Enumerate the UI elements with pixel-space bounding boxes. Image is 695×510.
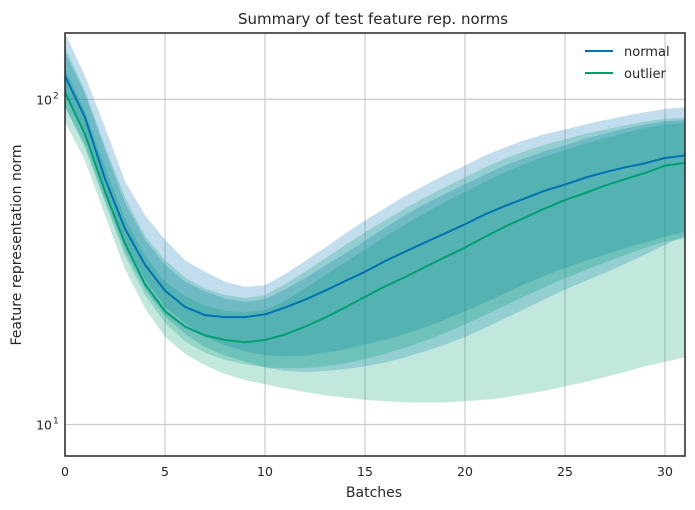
legend-label: normal	[624, 45, 670, 60]
x-tick-label: 25	[557, 464, 573, 479]
plot-frame	[64, 32, 686, 457]
legend: normal outlier	[585, 45, 670, 82]
x-tick-label: 10	[257, 464, 273, 479]
y-tick-exponent: 2	[53, 91, 59, 101]
x-axis-label: Batches	[346, 485, 402, 501]
x-ticks: 0 5 10 15 20 25 30	[61, 464, 673, 479]
y-tick-label: 10	[36, 417, 52, 432]
x-tick-label: 15	[357, 464, 373, 479]
series-bands	[65, 33, 685, 403]
line-series-1	[64, 92, 686, 344]
y-tick-exponent: 1	[53, 416, 59, 426]
series-lines	[64, 75, 686, 344]
line-series-0	[64, 75, 686, 319]
chart-title: Summary of test feature rep. norms	[238, 10, 508, 28]
y-axis-label: Feature representation norm	[9, 144, 25, 345]
band-inner-series-1	[65, 67, 685, 369]
x-tick-label: 5	[161, 464, 169, 479]
x-tick-label: 30	[657, 464, 673, 479]
x-tick-label: 20	[457, 464, 473, 479]
grid	[64, 33, 685, 456]
band-outer-series-1	[65, 46, 685, 403]
y-tick-label: 10	[36, 92, 52, 107]
x-tick-label: 0	[61, 464, 69, 479]
legend-label: outlier	[624, 67, 667, 82]
band-outer-series-0	[65, 33, 685, 373]
band-inner-series-0	[65, 51, 685, 357]
